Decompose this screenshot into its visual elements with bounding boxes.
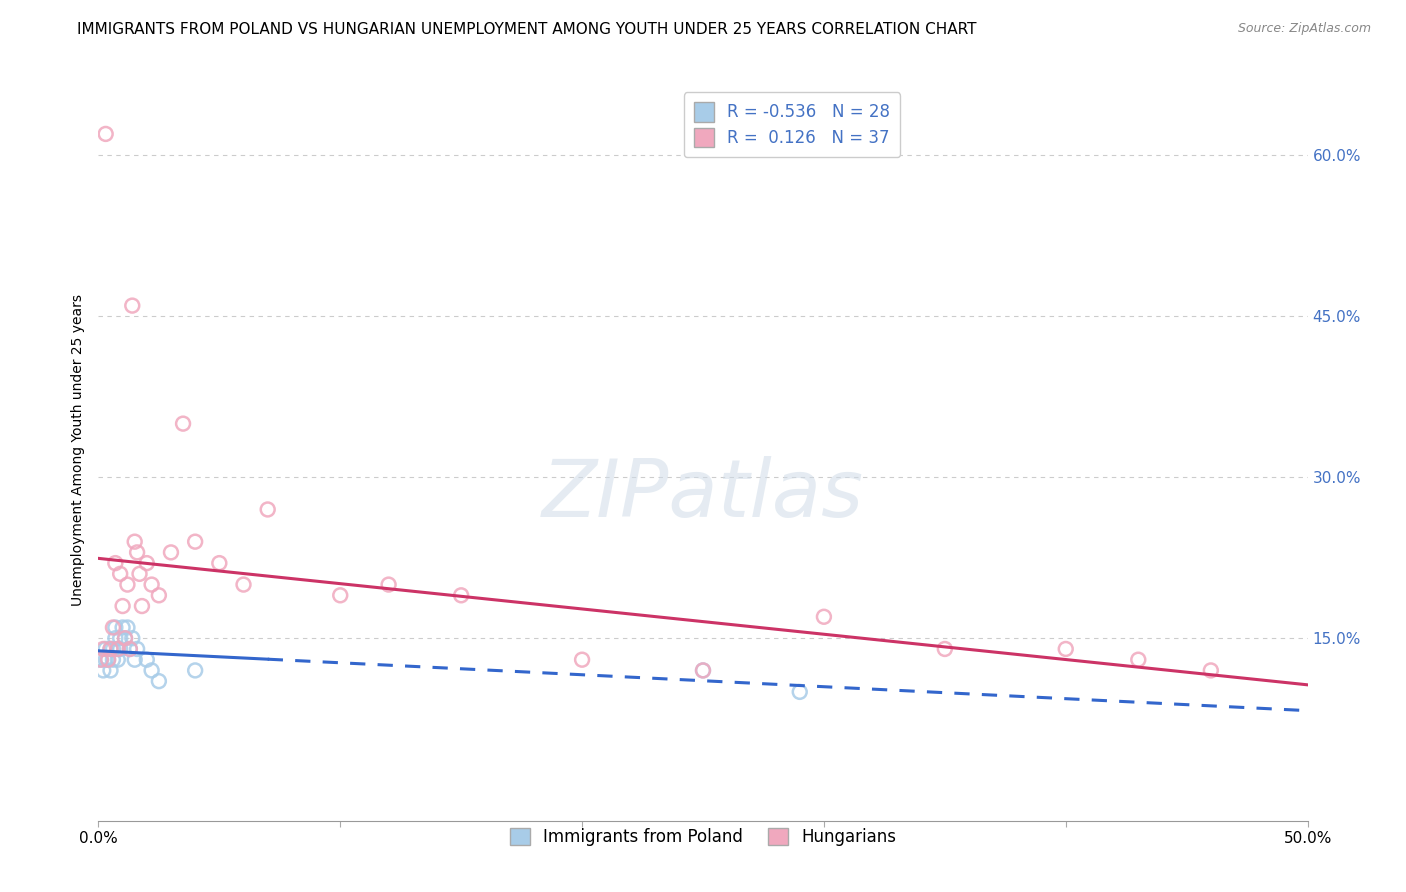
Point	[571, 653, 593, 667]
Point	[107, 642, 129, 657]
Point	[114, 632, 136, 646]
Point	[141, 664, 163, 678]
Point	[377, 577, 399, 591]
Point	[104, 620, 127, 634]
Point	[141, 577, 163, 591]
Point	[127, 642, 149, 657]
Point	[90, 653, 112, 667]
Point	[107, 642, 129, 657]
Point	[94, 127, 117, 141]
Point	[114, 632, 136, 646]
Point	[108, 566, 131, 581]
Text: ZIPatlas: ZIPatlas	[541, 456, 865, 534]
Point	[101, 620, 124, 634]
Point	[692, 664, 714, 678]
Point	[124, 653, 146, 667]
Point	[101, 642, 124, 657]
Point	[148, 588, 170, 602]
Point	[108, 632, 131, 646]
Point	[97, 653, 120, 667]
Point	[934, 642, 956, 657]
Point	[329, 588, 352, 602]
Point	[108, 642, 131, 657]
Point	[91, 642, 114, 657]
Point	[118, 642, 141, 657]
Point	[104, 556, 127, 570]
Point	[1054, 642, 1077, 657]
Point	[104, 632, 127, 646]
Point	[111, 599, 134, 613]
Point	[1199, 664, 1222, 678]
Point	[100, 642, 122, 657]
Point	[117, 620, 139, 634]
Point	[135, 653, 157, 667]
Point	[135, 556, 157, 570]
Point	[256, 502, 278, 516]
Point	[184, 664, 207, 678]
Point	[100, 642, 122, 657]
Point	[91, 664, 114, 678]
Point	[100, 664, 122, 678]
Point	[692, 664, 714, 678]
Point	[111, 620, 134, 634]
Point	[450, 588, 472, 602]
Point	[94, 642, 117, 657]
Point	[107, 653, 129, 667]
Point	[94, 653, 117, 667]
Point	[128, 566, 150, 581]
Point	[121, 299, 143, 313]
Point	[124, 534, 146, 549]
Point	[208, 556, 231, 570]
Point	[789, 685, 811, 699]
Point	[90, 653, 112, 667]
Point	[101, 653, 124, 667]
Point	[117, 577, 139, 591]
Point	[232, 577, 254, 591]
Point	[1128, 653, 1150, 667]
Point	[184, 534, 207, 549]
Point	[172, 417, 194, 431]
Legend: Immigrants from Poland, Hungarians: Immigrants from Poland, Hungarians	[503, 822, 903, 853]
Point	[127, 545, 149, 559]
Y-axis label: Unemployment Among Youth under 25 years: Unemployment Among Youth under 25 years	[72, 294, 86, 607]
Text: IMMIGRANTS FROM POLAND VS HUNGARIAN UNEMPLOYMENT AMONG YOUTH UNDER 25 YEARS CORR: IMMIGRANTS FROM POLAND VS HUNGARIAN UNEM…	[77, 22, 977, 37]
Text: Source: ZipAtlas.com: Source: ZipAtlas.com	[1237, 22, 1371, 36]
Point	[118, 642, 141, 657]
Point	[813, 609, 835, 624]
Point	[131, 599, 153, 613]
Point	[160, 545, 183, 559]
Point	[121, 632, 143, 646]
Point	[97, 653, 120, 667]
Point	[148, 674, 170, 689]
